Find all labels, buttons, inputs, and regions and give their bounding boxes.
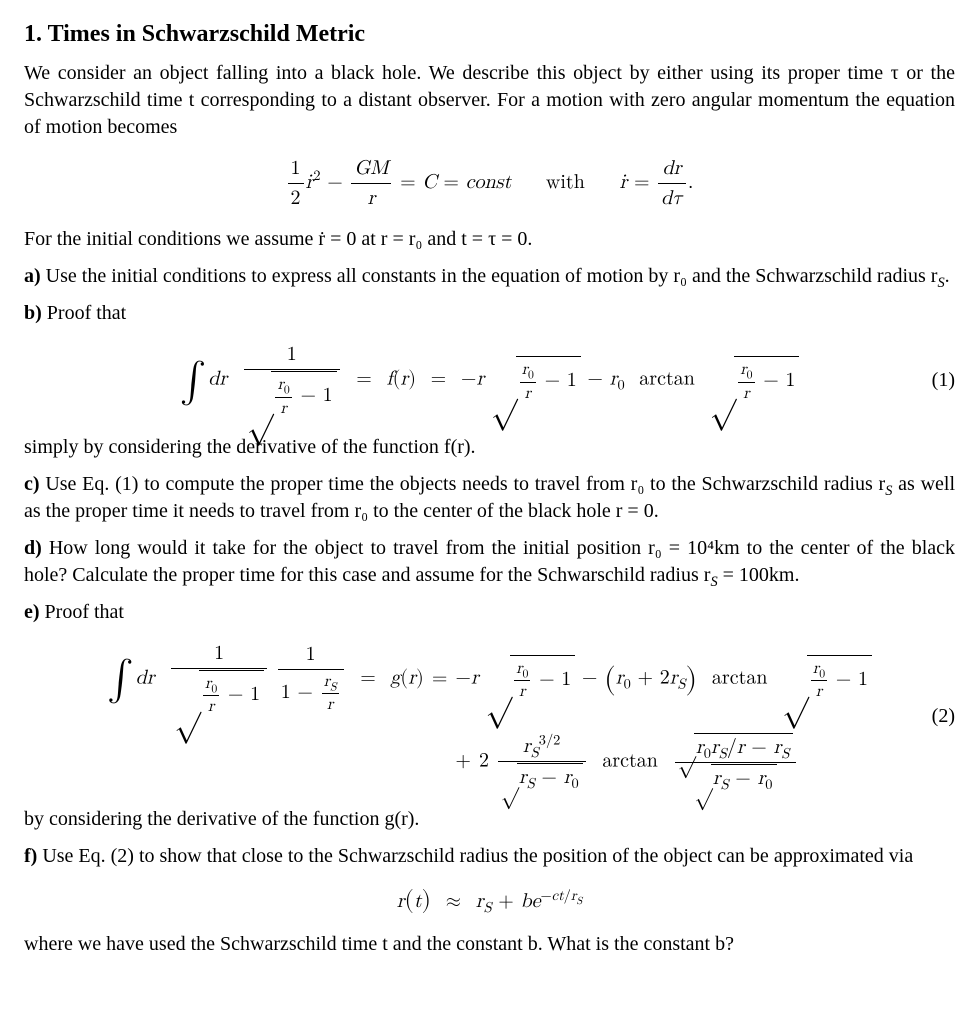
part-f-label: f) [24, 845, 37, 867]
equation-of-motion: 12ṙ2 − GMr = C = const with ṙ = drdτ. [24, 155, 955, 212]
part-b-label: b) [24, 302, 42, 324]
section-title: 1. Times in Schwarzschild Metric [24, 18, 955, 50]
part-b-after: simply by considering the derivative of … [24, 434, 955, 461]
part-f-intro: f) Use Eq. (2) to show that close to the… [24, 843, 955, 870]
initial-conditions: For the initial conditions we assume ṙ =… [24, 226, 955, 253]
equation-2: ∫dr 1 √ r0r − 1 1 1 − rSr = g(r) = [24, 640, 955, 793]
part-e-after: by considering the derivative of the fun… [24, 806, 955, 833]
part-e-label: e) [24, 601, 40, 623]
equation-1: ∫dr 1 √ r0r − 1 = f(r) = −r √ r0r − 1 − … [24, 341, 955, 419]
part-d: d) How long would it take for the object… [24, 535, 955, 589]
equation-rt-approx: r(t) ≈ rS + be−ct/rS [24, 884, 955, 916]
eqnum-2: (2) [932, 703, 955, 730]
part-c-label: c) [24, 473, 40, 495]
part-a-label: a) [24, 265, 41, 287]
part-a: a) Use the initial conditions to express… [24, 263, 955, 290]
intro-paragraph: We consider an object falling into a bla… [24, 60, 955, 141]
part-b-intro: b) Proof that [24, 300, 955, 327]
eqnum-1: (1) [932, 367, 955, 394]
part-e-intro: e) Proof that [24, 599, 955, 626]
part-f-after: where we have used the Schwarzschild tim… [24, 931, 955, 958]
part-d-label: d) [24, 537, 42, 559]
part-c: c) Use Eq. (1) to compute the proper tim… [24, 471, 955, 525]
